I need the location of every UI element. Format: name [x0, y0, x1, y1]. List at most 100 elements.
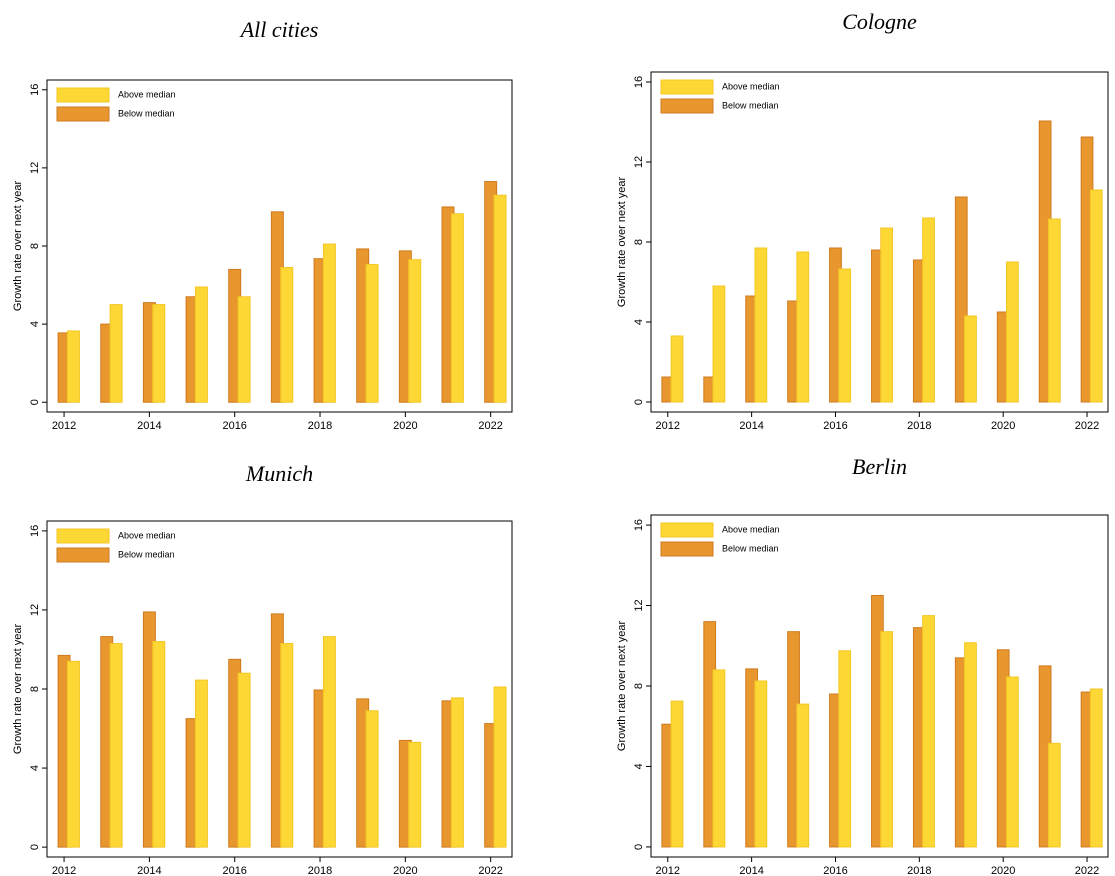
bar — [152, 641, 166, 848]
x-tick-label: 2014 — [137, 420, 161, 432]
x-tick-label: 2012 — [52, 865, 76, 876]
legend-swatch — [660, 522, 714, 538]
y-tick-label: 0 — [29, 399, 41, 405]
legend-swatch — [56, 106, 110, 122]
y-tick-label: 4 — [633, 763, 645, 769]
legend-label: Above median — [118, 530, 176, 540]
bar — [796, 703, 810, 848]
legend-label: Above median — [722, 524, 780, 534]
bar — [796, 251, 810, 403]
bar — [493, 686, 507, 848]
bar — [838, 268, 852, 403]
x-tick-label: 2022 — [478, 420, 502, 432]
legend-swatch — [56, 87, 110, 103]
bar — [964, 315, 977, 403]
y-axis-label: Growth rate over next year — [616, 621, 628, 752]
x-tick-label: 2022 — [1075, 420, 1099, 432]
x-tick-label: 2016 — [222, 420, 246, 432]
x-tick-label: 2020 — [991, 865, 1015, 876]
legend-swatch — [660, 79, 714, 95]
legend-swatch — [56, 547, 110, 563]
y-tick-label: 12 — [633, 599, 645, 611]
bar — [280, 266, 294, 403]
y-tick-label: 4 — [29, 321, 41, 327]
bar — [1047, 218, 1061, 403]
x-tick-label: 2020 — [393, 865, 417, 876]
panel: Munich Growth rate over next year 0 4 8 12 16 2… — [12, 461, 513, 876]
bar — [880, 631, 893, 848]
bar — [280, 643, 294, 848]
bar — [712, 285, 726, 403]
chart-title: Cologne — [842, 9, 917, 34]
legend-label: Below median — [118, 549, 175, 559]
bar — [408, 259, 422, 403]
y-tick-label: 16 — [633, 76, 645, 88]
bar — [754, 247, 768, 403]
x-tick-label: 2016 — [823, 865, 847, 876]
chart-title: Berlin — [852, 454, 907, 479]
bar — [365, 264, 379, 403]
y-tick-label: 8 — [29, 686, 41, 692]
bar — [450, 213, 464, 403]
plot-frame — [650, 514, 1109, 858]
bar — [237, 672, 251, 848]
bar — [1089, 688, 1103, 848]
y-tick-label: 12 — [29, 604, 41, 616]
x-tick-label: 2018 — [907, 865, 931, 876]
y-tick-label: 8 — [633, 683, 645, 689]
y-tick-label: 16 — [29, 525, 41, 537]
x-tick-label: 2016 — [222, 865, 246, 876]
bar — [322, 243, 336, 403]
y-axis-label: Growth rate over next year — [12, 181, 24, 312]
legend-label: Below median — [722, 543, 779, 553]
bar — [880, 227, 893, 403]
x-tick-label: 2018 — [308, 865, 332, 876]
x-tick-label: 2022 — [478, 865, 502, 876]
panel: All cities Growth rate over next year 0 4 8 1… — [12, 17, 513, 432]
plot-frame — [46, 520, 513, 858]
plot-frame — [46, 79, 513, 413]
legend-label: Below median — [722, 100, 779, 110]
y-axis-label: Growth rate over next year — [12, 624, 24, 755]
x-tick-label: 2020 — [393, 420, 417, 432]
bar — [194, 679, 208, 848]
x-tick-label: 2012 — [656, 865, 680, 876]
x-tick-label: 2016 — [823, 420, 847, 432]
x-tick-label: 2022 — [1075, 865, 1099, 876]
bar — [237, 296, 251, 403]
panel: Berlin Growth rate over next year 0 4 8 12 16 2… — [616, 454, 1109, 876]
legend-swatch — [56, 528, 110, 544]
y-tick-label: 16 — [633, 519, 645, 531]
legend-swatch — [660, 98, 714, 114]
legend-label: Above median — [118, 89, 176, 99]
x-tick-label: 2014 — [739, 865, 763, 876]
bar — [109, 304, 123, 403]
y-tick-label: 12 — [29, 162, 41, 174]
legend-swatch — [660, 541, 714, 557]
bar — [194, 286, 208, 403]
x-tick-label: 2018 — [308, 420, 332, 432]
bar — [493, 194, 507, 403]
bar — [670, 335, 684, 403]
bar — [964, 642, 977, 848]
bar — [922, 217, 935, 403]
x-tick-label: 2014 — [739, 420, 763, 432]
bar — [66, 660, 80, 848]
panel: Cologne Growth rate over next year 0 4 8 12 16… — [616, 9, 1109, 432]
bar — [1006, 261, 1019, 403]
bar — [152, 304, 166, 403]
y-tick-label: 4 — [633, 319, 645, 325]
bar — [754, 680, 768, 848]
bar — [1006, 676, 1019, 848]
chart-title: All cities — [239, 17, 319, 42]
y-tick-label: 0 — [633, 844, 645, 850]
y-tick-label: 4 — [29, 765, 41, 771]
legend-label: Above median — [722, 81, 780, 91]
bar — [365, 710, 379, 848]
bar — [922, 615, 935, 848]
x-tick-label: 2020 — [991, 420, 1015, 432]
bar — [838, 650, 852, 848]
legend-label: Below median — [118, 108, 175, 118]
bar — [322, 636, 336, 848]
y-tick-label: 8 — [29, 243, 41, 249]
